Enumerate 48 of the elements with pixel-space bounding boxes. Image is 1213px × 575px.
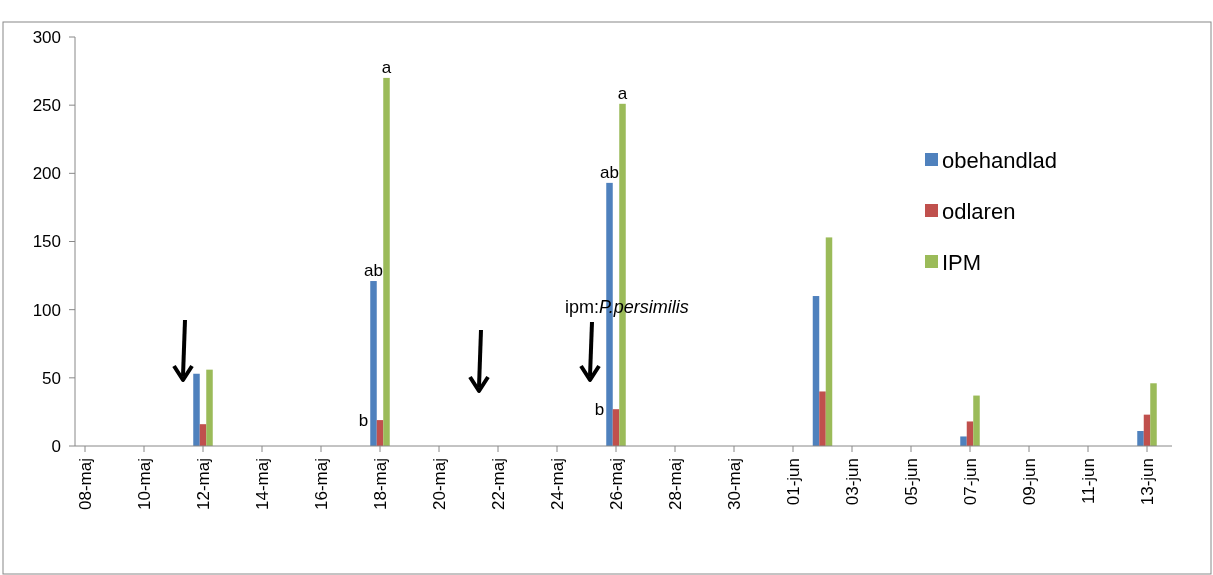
x-tick-label: 07-jun (960, 458, 980, 506)
bar (193, 373, 200, 446)
y-tick-label: 100 (32, 300, 61, 320)
x-tick-label: 13-jun (1137, 458, 1157, 506)
bar (960, 436, 967, 446)
x-tick-label: 20-maj (429, 458, 449, 510)
y-tick-label: 250 (32, 96, 61, 116)
bar (383, 77, 390, 446)
x-tick-label: 08-maj (75, 458, 95, 510)
annotation: b (594, 400, 605, 420)
y-tick-label: 50 (42, 368, 61, 388)
bar (206, 369, 213, 446)
x-tick-label: 26-maj (606, 458, 626, 510)
x-tick-label: 18-maj (370, 458, 390, 510)
bar (966, 421, 974, 446)
x-tick-label: 01-jun (783, 458, 803, 506)
bar (973, 395, 980, 446)
x-tick-label: 10-maj (134, 458, 154, 510)
x-tick-label: 16-maj (311, 458, 331, 510)
x-tick-label: 22-maj (488, 458, 508, 510)
y-tick-label: 300 (32, 27, 61, 47)
y-tick-label: 150 (32, 232, 61, 252)
x-tick-label: 12-maj (193, 458, 213, 510)
bar (1150, 383, 1157, 446)
annotation: a (381, 57, 392, 77)
x-tick-label: 05-jun (901, 458, 921, 506)
bar (1137, 431, 1144, 446)
annotation: b (358, 411, 369, 431)
annotation: a (617, 83, 628, 103)
bar (812, 296, 820, 446)
annotation: ab (600, 162, 619, 182)
bar (370, 281, 377, 446)
legend-label: IPM (942, 249, 982, 275)
y-tick-label: 200 (32, 164, 61, 184)
x-tick-label: 11-jun (1078, 458, 1098, 504)
x-tick-label: 03-jun (842, 458, 862, 506)
x-tick-label: 24-maj (547, 458, 567, 510)
annotation: ab (364, 261, 383, 281)
y-tick-label: 0 (51, 436, 61, 456)
legend-label: obehandlad (942, 147, 1058, 173)
x-tick-label: 14-maj (252, 458, 272, 510)
bar (612, 409, 620, 446)
x-tick-label: 09-jun (1019, 458, 1039, 506)
bar (825, 237, 833, 446)
x-tick-label: 28-maj (665, 458, 685, 510)
x-tick-label: 30-maj (724, 458, 744, 510)
legend-label: odlaren (942, 198, 1016, 224)
bar (819, 391, 826, 446)
